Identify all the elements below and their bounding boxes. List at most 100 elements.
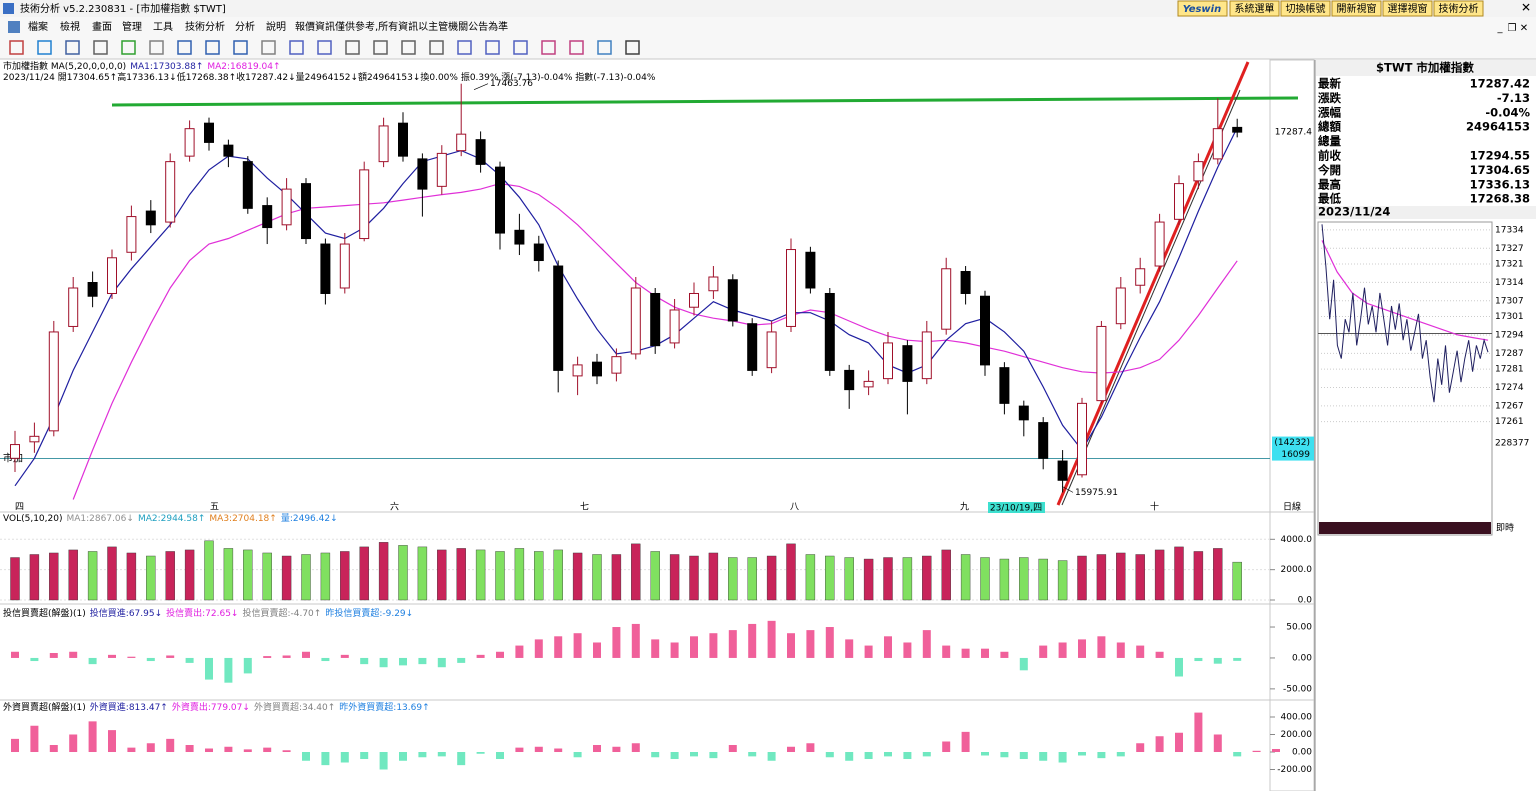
volume-bar (1232, 561, 1242, 601)
flow-bar (631, 743, 640, 753)
toolbar-icon[interactable] (121, 40, 136, 55)
title-button[interactable] (1382, 0, 1433, 17)
toolbar-icon[interactable] (65, 40, 80, 55)
toolbar-icon[interactable] (289, 40, 304, 55)
header-segment: 昨外資買賣超:13.69↑ (339, 701, 429, 713)
menu-item[interactable]: 工具 (153, 21, 173, 33)
flow-bar (573, 633, 582, 658)
toolbar-icon[interactable] (317, 40, 332, 55)
flow-bar (108, 730, 116, 753)
logo-box[interactable] (1177, 0, 1228, 17)
toolbar-icon[interactable] (597, 40, 612, 55)
volume-bar (1077, 555, 1087, 601)
toolbar-icon[interactable] (429, 40, 444, 55)
toolbar-icon[interactable] (261, 40, 276, 55)
window-control[interactable]: _ (1497, 23, 1504, 34)
trend-line[interactable] (1061, 89, 1241, 506)
trend-line[interactable] (111, 96, 1299, 107)
title-bar (0, 0, 1536, 17)
flow-bar (1155, 736, 1164, 753)
info-label: 漲幅 (1318, 105, 1341, 119)
title-button[interactable] (1229, 0, 1280, 17)
toolbar-icon[interactable] (93, 40, 108, 55)
toolbar-icon[interactable] (37, 40, 52, 55)
flow-bar (631, 623, 640, 658)
title-button[interactable] (1331, 0, 1382, 17)
toolbar-icon[interactable] (569, 40, 584, 55)
mini-tick-label: 17287 (1495, 349, 1524, 359)
flow-bar (767, 752, 776, 761)
toolbar-icon[interactable] (177, 40, 192, 55)
candle-body (1212, 128, 1223, 160)
flow-bar (534, 639, 543, 658)
header-segment: 昨投信買賣超:-9.29↓ (325, 607, 413, 619)
toolbar-icon[interactable] (345, 40, 360, 55)
menu-item[interactable]: 檢視 (60, 20, 80, 33)
flow-bar (224, 657, 233, 683)
volume-bar (941, 549, 951, 601)
title-button[interactable] (1280, 0, 1331, 17)
menu-item[interactable]: 檔案 (28, 20, 48, 33)
flow-bar (981, 752, 989, 756)
volume-bar (1213, 548, 1223, 601)
toolbar-icon[interactable] (541, 40, 556, 55)
title-button[interactable] (1433, 0, 1484, 17)
close-button[interactable]: ✕ (1521, 1, 1531, 15)
menu-item[interactable]: 報價資訊僅供參考,所有資訊以主管機關公告為準 (295, 20, 508, 33)
flow-bar (108, 654, 116, 658)
volume-bar (165, 551, 175, 601)
intraday-date: 2023/11/24 (1318, 205, 1390, 219)
toolbar-icon[interactable] (9, 40, 24, 55)
toolbar-icon[interactable] (233, 40, 248, 55)
candle-body (650, 292, 661, 347)
flow-bar (825, 752, 834, 758)
menu-item[interactable]: 畫面 (92, 20, 112, 33)
y-tick-label: 50.00 (1286, 623, 1312, 633)
flow-bar (49, 745, 58, 753)
volume-bar (747, 557, 757, 601)
candle-body (1174, 183, 1184, 220)
volume-bar (1116, 552, 1126, 601)
menu-item[interactable]: 技術分析 (185, 20, 225, 33)
toolbar-icon[interactable] (205, 40, 220, 55)
toolbar-icon[interactable] (625, 40, 640, 55)
flow-bar (864, 752, 873, 760)
info-label: 總額 (1318, 120, 1341, 134)
ma5-line (14, 127, 1238, 487)
candle-body (1018, 405, 1029, 421)
candle-body (378, 125, 389, 163)
toolbar-icon[interactable] (513, 40, 528, 55)
menu-item[interactable]: 管理 (122, 20, 142, 33)
panel-header: 外資買賣超(解盤)(1) 外資買進:813.47↑ 外資賣出:779.07↓ 外資買賣… (3, 701, 430, 713)
candle-body (824, 292, 835, 371)
flow-bar (185, 745, 194, 753)
toolbar-icon[interactable] (401, 40, 416, 55)
volume-bar (786, 543, 796, 601)
flow-bar (690, 752, 698, 757)
y-tick-label: 0.0 (1298, 596, 1313, 606)
flow-bar (961, 731, 970, 753)
window-control[interactable]: ❐ (1508, 23, 1517, 34)
app-icon (3, 3, 14, 14)
menu-item[interactable]: 分析 (235, 20, 255, 33)
volume-bar (1135, 554, 1145, 601)
toolbar-icon[interactable] (149, 40, 164, 55)
toolbar-icon[interactable] (373, 40, 388, 55)
toolbar-icon[interactable] (457, 40, 472, 55)
toolbar-icon[interactable] (485, 40, 500, 55)
window-control[interactable]: ✕ (1520, 23, 1528, 34)
volume-bar (1154, 549, 1165, 601)
candle-body (359, 169, 370, 240)
volume-bar (960, 554, 971, 601)
flow-bar (340, 654, 349, 658)
flow-bar (670, 642, 679, 658)
menu-item[interactable]: 說明 (266, 20, 286, 33)
flow-bar (593, 745, 601, 753)
flow-bar (1175, 657, 1183, 677)
title-button-label: 系統選單 (1235, 2, 1275, 15)
time-label: 九 (960, 502, 969, 513)
candle-body (689, 292, 699, 308)
flow-bar (224, 746, 233, 753)
flow-bar (11, 651, 19, 658)
flow-bar (1058, 642, 1067, 658)
